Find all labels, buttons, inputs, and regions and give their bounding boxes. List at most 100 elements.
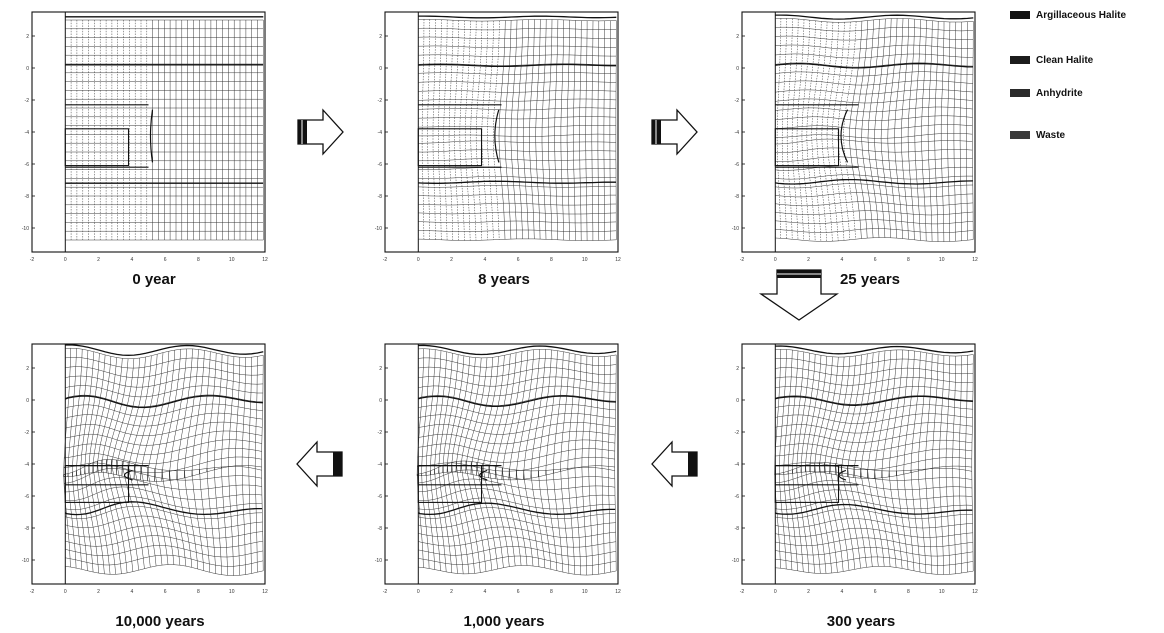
- x-tick-label: 8: [907, 589, 910, 595]
- mesh-col: [446, 355, 465, 574]
- mesh-col: [545, 350, 558, 571]
- x-tick-label: 6: [164, 257, 167, 263]
- mesh-col: [228, 356, 235, 576]
- y-tick-label: -10: [22, 226, 29, 232]
- x-tick-label: 4: [130, 589, 133, 595]
- mesh-col: [487, 20, 494, 240]
- mesh-col: [105, 358, 129, 573]
- y-tick-label: -4: [735, 130, 740, 136]
- mesh-col: [595, 356, 599, 575]
- x-tick-label: -2: [383, 589, 388, 595]
- x-tick-label: 10: [582, 257, 588, 263]
- mesh-col: [567, 354, 576, 575]
- mesh-col: [541, 19, 547, 240]
- mesh-col: [597, 20, 600, 241]
- mesh-col: [154, 350, 176, 565]
- mesh-col: [430, 350, 442, 571]
- mesh-col: [806, 20, 816, 242]
- waste-box: [64, 128, 130, 167]
- legend-swatch: [1010, 89, 1030, 97]
- y-tick-label: 0: [26, 398, 29, 404]
- x-tick-label: 2: [807, 257, 810, 263]
- mesh-col: [801, 20, 811, 241]
- y-tick-label: 0: [26, 66, 29, 72]
- mesh-col: [874, 18, 886, 238]
- mesh-col: [581, 355, 588, 576]
- arrow-left-icon: [296, 440, 343, 488]
- mesh-plot: -2 0 2 4 6 8 10 12 2 0 -2 -4 -6 -8 -10: [375, 343, 621, 595]
- x-tick-label: 0: [417, 589, 420, 595]
- x-tick-label: 0: [417, 257, 420, 263]
- mesh-col: [796, 353, 810, 573]
- mesh-col: [814, 356, 833, 574]
- mesh-col: [824, 356, 845, 572]
- arrow-down-icon: [758, 269, 839, 321]
- mesh-col: [560, 352, 570, 574]
- mesh-col: [438, 353, 453, 573]
- mesh-lines: [418, 19, 617, 241]
- mesh-plot: -2 0 2 4 6 8 10 12 2 0 -2 -4 -6 -8 -10: [732, 343, 978, 595]
- legend-swatch: [1010, 11, 1030, 19]
- mesh-col: [608, 355, 611, 573]
- plot-frame: [741, 11, 976, 253]
- mesh-col: [147, 351, 170, 565]
- y-tick-label: 0: [736, 398, 739, 404]
- x-tick-label: 2: [807, 589, 810, 595]
- plot-frame: [31, 11, 266, 253]
- mesh-col: [76, 350, 89, 571]
- x-tick-label: 2: [450, 257, 453, 263]
- mesh-col: [96, 357, 117, 575]
- y-tick-label: -2: [735, 430, 740, 436]
- mesh-col: [504, 20, 512, 240]
- mesh-col: [451, 356, 470, 574]
- x-tick-label: 6: [517, 589, 520, 595]
- x-tick-label: 8: [550, 257, 553, 263]
- mesh-col: [501, 351, 523, 566]
- y-tick-label: -8: [25, 526, 30, 532]
- mesh-plot: -2 0 2 4 6 8 10 12 2 0 -2 -4 -6 -8 -10: [22, 343, 268, 595]
- mesh-col: [843, 21, 857, 240]
- mesh-col: [191, 350, 205, 571]
- x-tick-label: 2: [97, 589, 100, 595]
- mesh-col: [443, 19, 448, 241]
- mesh-col: [826, 22, 839, 241]
- mesh-col: [261, 355, 264, 571]
- panel-10000-years: -2 0 2 4 6 8 10 12 2 0 -2 -4 -6 -8 -10: [10, 340, 280, 600]
- anhydrite-layer: [775, 395, 973, 406]
- mesh-col: [432, 19, 436, 240]
- x-tick-label: 12: [615, 589, 621, 595]
- caption-8-years: 8 years: [478, 271, 530, 288]
- legend-swatch: [1010, 131, 1030, 139]
- mesh-col: [796, 19, 805, 241]
- legend-item-clean-halite: Clean Halite: [1010, 53, 1093, 67]
- mesh-col: [609, 20, 611, 241]
- x-tick-label: 8: [197, 257, 200, 263]
- mesh-col: [176, 348, 193, 568]
- room-rib: [838, 469, 847, 481]
- mesh-col: [867, 350, 886, 567]
- mesh-col: [67, 348, 77, 569]
- mesh-col: [800, 354, 816, 574]
- legend-label: Anhydrite: [1036, 87, 1083, 99]
- mesh-col: [927, 20, 933, 242]
- mesh-col: [834, 355, 856, 570]
- y-tick-label: -4: [378, 130, 383, 136]
- mesh-col: [535, 19, 541, 240]
- mesh-col: [792, 351, 805, 572]
- mesh-col: [939, 355, 945, 575]
- mesh-row: [775, 566, 974, 575]
- mesh-col: [781, 18, 787, 239]
- arrow-left-icon: [651, 440, 698, 488]
- legend-swatch: [1010, 56, 1030, 64]
- mesh-col: [241, 357, 246, 575]
- waste-box: [774, 465, 840, 503]
- mesh-col: [169, 348, 187, 567]
- waste-box: [64, 465, 130, 503]
- y-tick-label: -8: [735, 526, 740, 532]
- mesh-col: [101, 358, 123, 574]
- mesh-col: [133, 354, 158, 567]
- mesh-col: [888, 349, 903, 569]
- mesh-col: [896, 350, 909, 570]
- mesh-col: [972, 21, 974, 240]
- anhydrite-layer: [775, 62, 974, 69]
